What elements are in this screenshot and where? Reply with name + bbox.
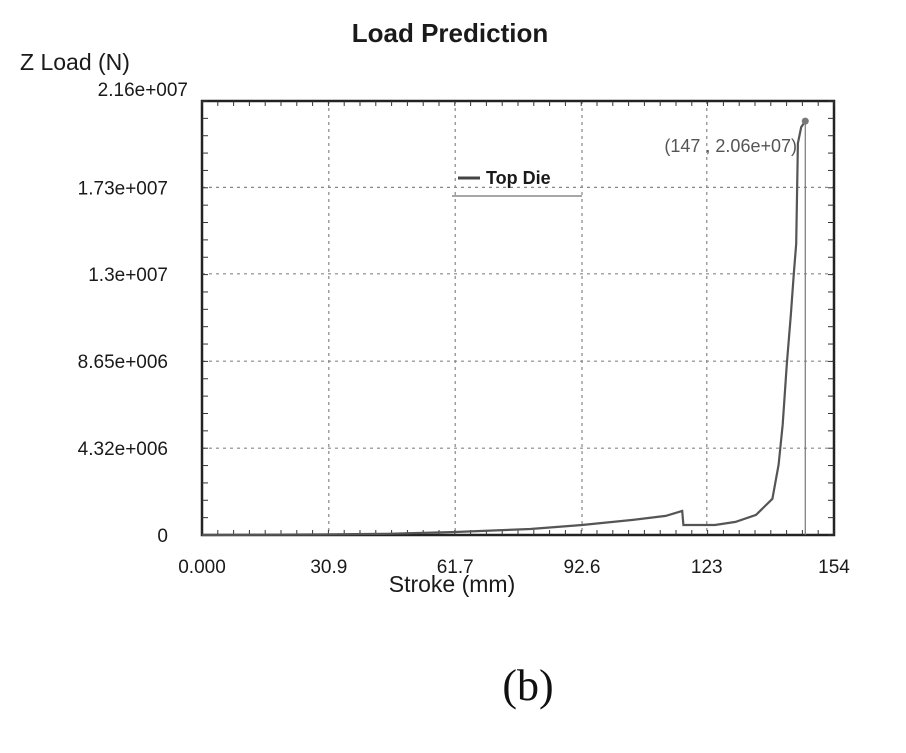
y-tick-label: 1.3e+007 xyxy=(88,265,168,286)
axis-ticks: 0.000 30.9 61.7 92.6 123 154 0 4.32e+006 8.65e+0… xyxy=(78,80,851,578)
peak-annotation: (147 , 2.06e+07) xyxy=(664,136,797,156)
x-tick-label: 154 xyxy=(818,557,850,578)
x-tick-label: 0.000 xyxy=(178,557,226,578)
x-tick-label: 92.6 xyxy=(564,557,601,578)
y-axis-label: Z Load (N) xyxy=(20,49,130,75)
plot-frame xyxy=(200,99,836,537)
series-layer xyxy=(201,117,809,537)
peak-marker xyxy=(801,117,809,125)
grid xyxy=(202,101,834,535)
x-tick-label: 61.7 xyxy=(437,557,474,578)
legend-label-top-die: Top Die xyxy=(486,168,551,188)
y-tick-label: 8.65e+006 xyxy=(78,352,168,373)
figure-caption: (b) xyxy=(502,661,553,710)
chart-title: Load Prediction xyxy=(352,18,548,48)
y-tick-label: 0 xyxy=(157,526,168,547)
y-tick-label: 4.32e+006 xyxy=(78,439,168,460)
y-tick-label: 1.73e+007 xyxy=(78,178,168,199)
series-line-top-die xyxy=(201,120,807,537)
y-tick-label: 2.16e+007 xyxy=(98,80,188,101)
legend: Top Die xyxy=(452,168,582,197)
x-axis-label: Stroke (mm) xyxy=(389,571,516,597)
x-tick-label: 30.9 xyxy=(310,557,347,578)
x-tick-label: 123 xyxy=(691,557,723,578)
